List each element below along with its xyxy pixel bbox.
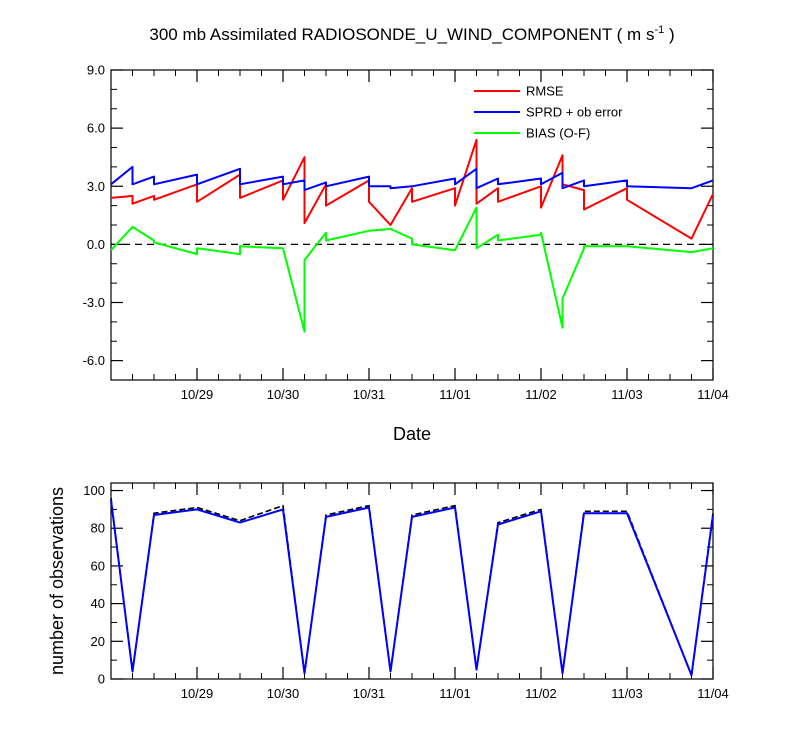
x-tick-label: 10/30 <box>267 686 300 701</box>
x-tick-label: 11/03 <box>611 387 643 402</box>
x-tick-label: 11/04 <box>697 686 729 701</box>
series-line-sprd-ob-error <box>110 165 714 192</box>
x-tick-label: 11/04 <box>697 387 729 402</box>
x-tick-label: 10/31 <box>353 387 386 402</box>
x-tick-label: 10/29 <box>181 387 214 402</box>
y-tick-label: 9.0 <box>87 63 105 78</box>
x-axis-title: Date <box>393 424 431 444</box>
x-tick-label: 10/30 <box>267 387 300 402</box>
y-tick-label: 40 <box>91 596 105 611</box>
chart-title-text: 300 mb Assimilated RADIOSONDE_U_WIND_COM… <box>149 25 654 44</box>
y-tick-label: 60 <box>91 558 105 573</box>
x-tick-label: 11/02 <box>525 387 557 402</box>
legend-label: SPRD + ob error <box>526 105 623 120</box>
y-tick-label: 20 <box>91 634 105 649</box>
x-tick-label: 10/31 <box>353 686 386 701</box>
legend-label: RMSE <box>526 84 564 99</box>
y-tick-label: -3.0 <box>83 295 105 310</box>
y-tick-label: -6.0 <box>83 353 105 368</box>
y-tick-label: 3.0 <box>87 179 105 194</box>
plot-frame <box>110 69 714 381</box>
series-line-used <box>110 499 714 677</box>
series-line-possible <box>110 498 714 677</box>
x-tick-label: 11/01 <box>439 686 471 701</box>
legend-label: BIAS (O-F) <box>526 126 590 141</box>
x-tick-label: 11/03 <box>611 686 643 701</box>
y-tick-label: 80 <box>91 521 105 536</box>
y-tick-label: 100 <box>83 483 105 498</box>
series-line-rmse <box>110 138 714 240</box>
top-panel: 10/29 10/30 10/31 11/01 11/02 11/03 11/04 -6.0 -… <box>83 63 729 445</box>
x-tick-label: 11/02 <box>525 686 557 701</box>
chart-title-units-exponent: -1 <box>654 24 664 36</box>
y-axis-title: number of observations <box>47 487 67 675</box>
chart-title: 300 mb Assimilated RADIOSONDE_U_WIND_COM… <box>149 24 674 44</box>
y-tick-label: 6.0 <box>87 121 105 136</box>
chart-title-close: ) <box>664 25 674 44</box>
x-tick-label: 11/01 <box>439 387 471 402</box>
series-line-bias-o-f <box>110 206 714 333</box>
bottom-panel: 10/29 10/30 10/31 11/01 11/02 11/03 11/04 0 20 40… <box>47 482 729 701</box>
x-tick-label: 10/29 <box>181 686 214 701</box>
y-tick-label: 0.0 <box>87 237 105 252</box>
y-tick-label: 0 <box>98 672 105 687</box>
